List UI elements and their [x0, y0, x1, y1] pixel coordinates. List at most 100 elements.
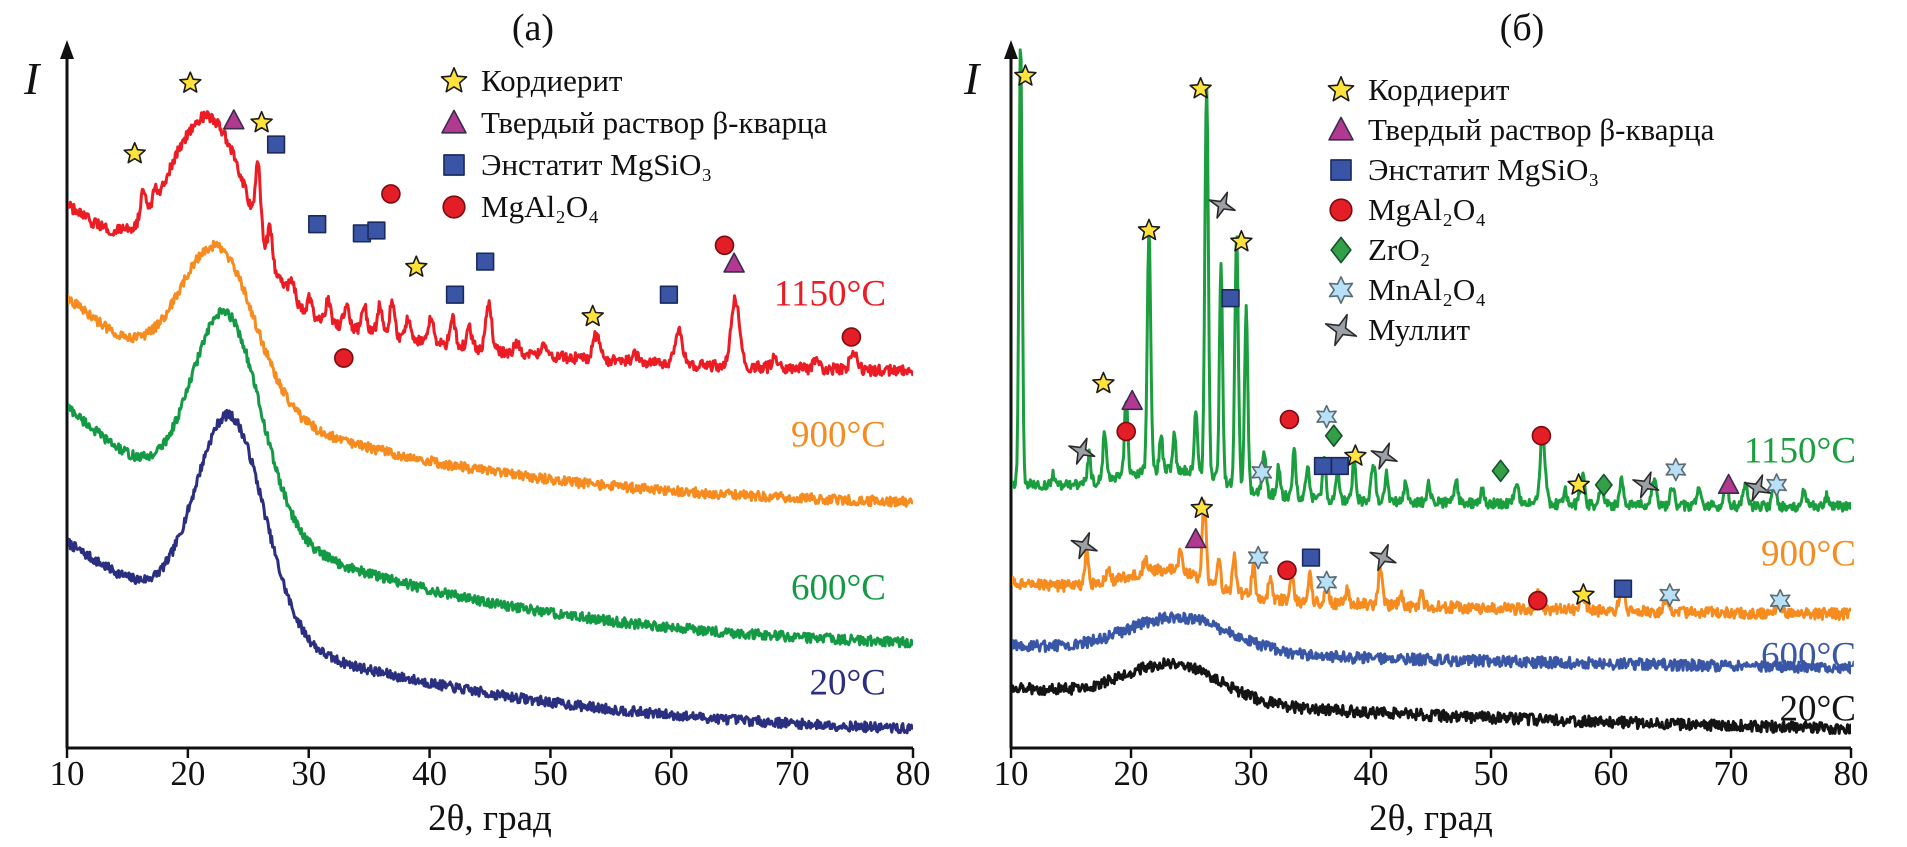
curves — [1012, 48, 1851, 735]
legend-item-label: MnAl₂O₄ — [1368, 272, 1487, 307]
xrd-curve-20°C — [68, 408, 913, 735]
star-phase-icon — [1567, 473, 1590, 495]
circle-phase-icon — [333, 348, 354, 368]
xrd-curve-20°C — [1012, 657, 1851, 735]
square-phase-icon — [1221, 289, 1240, 308]
square-phase-icon — [1330, 159, 1352, 181]
star-phase-icon — [1230, 230, 1253, 252]
temp-label-20°C: 20°C — [809, 662, 886, 704]
star-phase-icon — [1327, 76, 1355, 102]
cyan-star-phase-icon — [1769, 588, 1791, 613]
triangle-phase-icon — [1717, 473, 1740, 494]
square-phase-icon — [1330, 456, 1349, 476]
triangle-legend-icon — [441, 109, 467, 134]
xrd-curve-900°C — [68, 239, 913, 508]
temp-label-600°C: 600°C — [791, 567, 886, 609]
xrd-curve-1150°C — [1012, 48, 1851, 513]
circle-phase-icon — [1279, 409, 1300, 430]
star-legend-icon — [440, 67, 468, 93]
legend-item: ZrO₂ — [1324, 230, 1714, 270]
diamond-phase-icon — [1324, 424, 1343, 448]
legend-item: Энстатит MgSiO₃ — [1324, 150, 1714, 190]
star-phase-icon — [179, 71, 202, 93]
panel-a-legend: Кордиерит Твердый раствор β-кварца Энстати… — [437, 60, 827, 228]
star-phase-icon — [1190, 496, 1214, 518]
star-phase-icon — [250, 110, 273, 133]
cyan-star-phase-icon — [1316, 404, 1337, 429]
star-phase-icon — [1572, 583, 1595, 605]
square-phase-icon — [476, 252, 495, 271]
panel-b-legend: Кордиерит Твердый раствор β-кварца Энстати… — [1324, 70, 1714, 350]
star-phase-icon — [440, 67, 468, 93]
gray-star-phase-icon — [1743, 474, 1772, 502]
gray-star-phase-icon — [1208, 191, 1236, 219]
star-phase-icon — [581, 304, 604, 327]
panel-a-y-axis-label: I — [24, 53, 40, 104]
xrd-curve-900°C — [1012, 499, 1851, 621]
triangle-phase-icon — [223, 109, 245, 130]
star-legend-icon — [1327, 76, 1355, 102]
star-phase-icon — [123, 141, 146, 164]
x-tick-label: 70 — [1713, 754, 1749, 793]
panel-b — [1004, 40, 1853, 758]
x-tick-label: 40 — [1353, 754, 1389, 793]
square-phase-icon — [1613, 579, 1633, 598]
legend-item-label: Энстатит MgSiO₃ — [481, 147, 713, 182]
circle-phase-icon — [442, 195, 466, 219]
square-legend-icon — [443, 154, 465, 176]
star-phase-icon — [1189, 77, 1212, 99]
cyan-star-phase-icon — [1251, 460, 1273, 485]
triangle-phase-icon — [723, 252, 745, 273]
gray-star-phase-icon — [1068, 437, 1096, 465]
cyan-star-phase-icon — [1665, 457, 1687, 482]
cyan-star-phase-icon — [1766, 473, 1787, 497]
legend-item-label: Кордиерит — [1368, 72, 1510, 107]
legend-item: MgAl₂O₄ — [1324, 190, 1714, 230]
legend-item-label: MgAl₂O₄ — [1368, 192, 1487, 227]
y-axis-arrow-icon — [60, 40, 74, 59]
x-tick-label: 30 — [1233, 754, 1269, 793]
triangle-phase-icon — [1185, 527, 1207, 549]
legend-item: Твердый раствор β-кварца — [1324, 110, 1714, 150]
axes — [60, 40, 913, 750]
legend-item-label: ZrO₂ — [1368, 232, 1431, 267]
square-legend-icon — [1330, 159, 1352, 181]
panel-a — [60, 40, 915, 758]
square-phase-icon — [659, 285, 679, 304]
legend-item-label: Твердый раствор β-кварца — [1368, 112, 1715, 147]
x-tick-label: 70 — [774, 754, 810, 793]
xrd-curve-600°C — [68, 307, 913, 649]
x-tick-label: 50 — [532, 754, 568, 793]
gray-star-phase-icon — [1324, 313, 1358, 347]
x-tick-label: 30 — [291, 754, 327, 793]
square-phase-icon — [367, 221, 386, 240]
diamond-phase-icon — [1491, 459, 1510, 483]
x-tick-label: 10 — [993, 754, 1029, 793]
square-phase-icon — [1313, 456, 1333, 476]
x-tick-label: 80 — [895, 754, 931, 793]
circle-phase-icon — [1277, 560, 1297, 581]
triangle-phase-icon — [1328, 116, 1354, 141]
curves — [68, 110, 913, 735]
x-tick-label: 40 — [412, 754, 448, 793]
temp-label-1150°C: 1150°C — [773, 273, 886, 315]
legend-item: MgAl₂O₄ — [437, 186, 827, 228]
square-phase-icon — [445, 285, 465, 304]
legend-item-label: Кордиерит — [481, 63, 623, 98]
circle-phase-icon — [1528, 590, 1548, 611]
circle-legend-icon — [1329, 198, 1353, 222]
temp-label-900°C: 900°C — [1761, 533, 1856, 575]
gray-star-legend-icon — [1324, 313, 1358, 347]
temp-label-900°C: 900°C — [791, 414, 886, 456]
star-phase-icon — [1137, 218, 1161, 241]
cyan-star-phase-icon — [1328, 276, 1354, 304]
axes — [1004, 40, 1851, 750]
star-phase-icon — [1344, 444, 1367, 466]
legend-item-label: Энстатит MgSiO₃ — [1368, 152, 1600, 187]
cyan-star-legend-icon — [1328, 276, 1354, 304]
cyan-star-phase-icon — [1316, 570, 1337, 595]
cyan-star-phase-icon — [1247, 545, 1269, 570]
x-tick-label: 20 — [1113, 754, 1149, 793]
gray-star-phase-icon — [1070, 532, 1098, 560]
